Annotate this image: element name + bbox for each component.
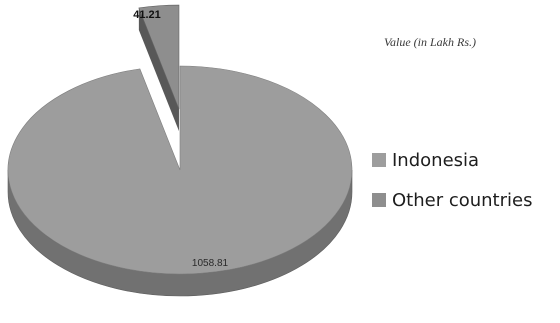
chart-title: Value (in Lakh Rs.) xyxy=(384,35,476,49)
legend-item-indonesia: Indonesia xyxy=(372,140,532,180)
legend: Indonesia Other countries xyxy=(372,140,532,220)
slice-other-countries xyxy=(138,4,180,110)
slice-other-countries-side xyxy=(138,7,179,132)
data-label-indonesia: 1058.81 xyxy=(192,258,229,269)
slice-indonesia xyxy=(7,65,353,275)
legend-item-other-countries: Other countries xyxy=(372,180,532,220)
data-label-other-countries: 41.21 xyxy=(133,9,161,21)
legend-label-indonesia: Indonesia xyxy=(392,149,480,171)
legend-swatch-indonesia xyxy=(372,153,386,167)
legend-label-other-countries: Other countries xyxy=(392,189,533,211)
legend-swatch-other-countries xyxy=(372,193,386,207)
